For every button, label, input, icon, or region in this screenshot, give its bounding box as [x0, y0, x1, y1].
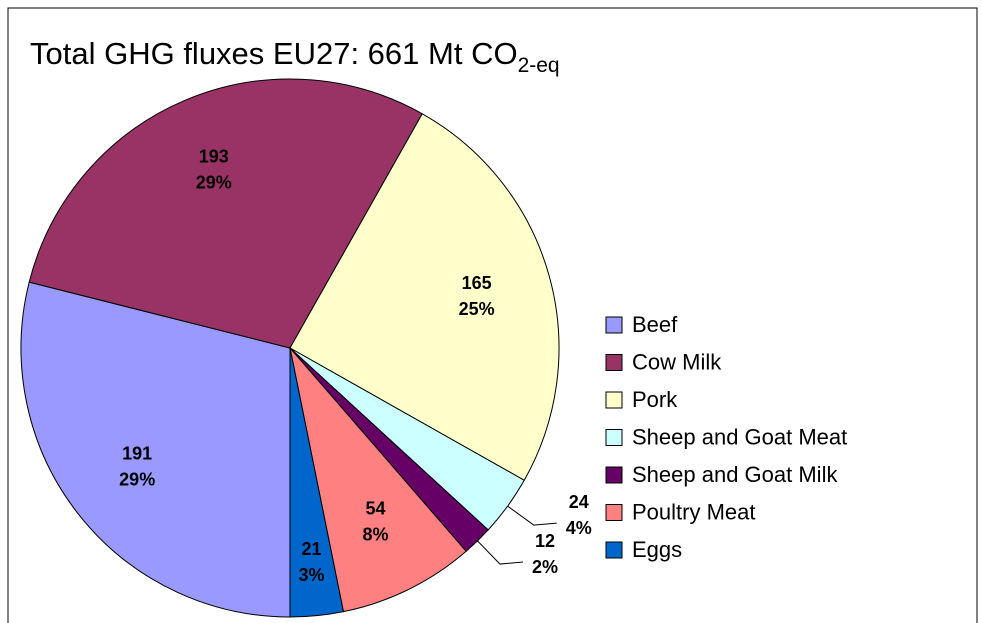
pie-slice: [20, 281, 291, 618]
legend-swatch: [605, 354, 623, 371]
percent-label: 4%: [566, 518, 592, 538]
legend-label: Sheep and Goat Milk: [632, 462, 838, 487]
value-label: 191: [122, 444, 152, 464]
percent-label: 2%: [532, 557, 558, 577]
leader-line: [477, 540, 524, 565]
percent-label: 3%: [298, 565, 324, 585]
value-label: 165: [462, 273, 492, 293]
legend-swatch: [605, 429, 623, 446]
value-label: 193: [199, 147, 229, 167]
legend-label: Poultry Meat: [632, 499, 756, 524]
pie-slice: [289, 346, 467, 613]
legend-swatch: [605, 316, 623, 334]
percent-label: 25%: [459, 299, 495, 319]
value-label: 12: [535, 531, 555, 551]
percent-label: 29%: [119, 470, 155, 490]
title-main: Total GHG fluxes EU27: 661 Mt CO: [30, 36, 518, 71]
leader-line: [507, 505, 557, 526]
value-label: 21: [301, 539, 321, 559]
pie-slice: [28, 78, 423, 349]
legend-label: Cow Milk: [632, 349, 722, 374]
chart-title: Total GHG fluxes EU27: 661 Mt CO2-eq: [30, 36, 560, 76]
percent-label: 29%: [196, 173, 232, 193]
legend-label: Beef: [632, 312, 678, 337]
pie-slice: [289, 113, 560, 481]
legend-swatch: [605, 391, 623, 409]
pie-slice: [289, 347, 345, 618]
value-label: 54: [365, 499, 385, 519]
value-label: 24: [569, 492, 589, 512]
legend-swatch: [605, 541, 623, 559]
percent-label: 8%: [362, 525, 388, 545]
title-subscript: 2-eq: [518, 54, 560, 77]
legend-label: Pork: [632, 387, 678, 412]
legend-swatch: [605, 466, 623, 484]
legend-label: Sheep and Goat Meat: [632, 424, 847, 449]
legend-label: Eggs: [632, 537, 682, 562]
legend-swatch: [605, 504, 623, 521]
